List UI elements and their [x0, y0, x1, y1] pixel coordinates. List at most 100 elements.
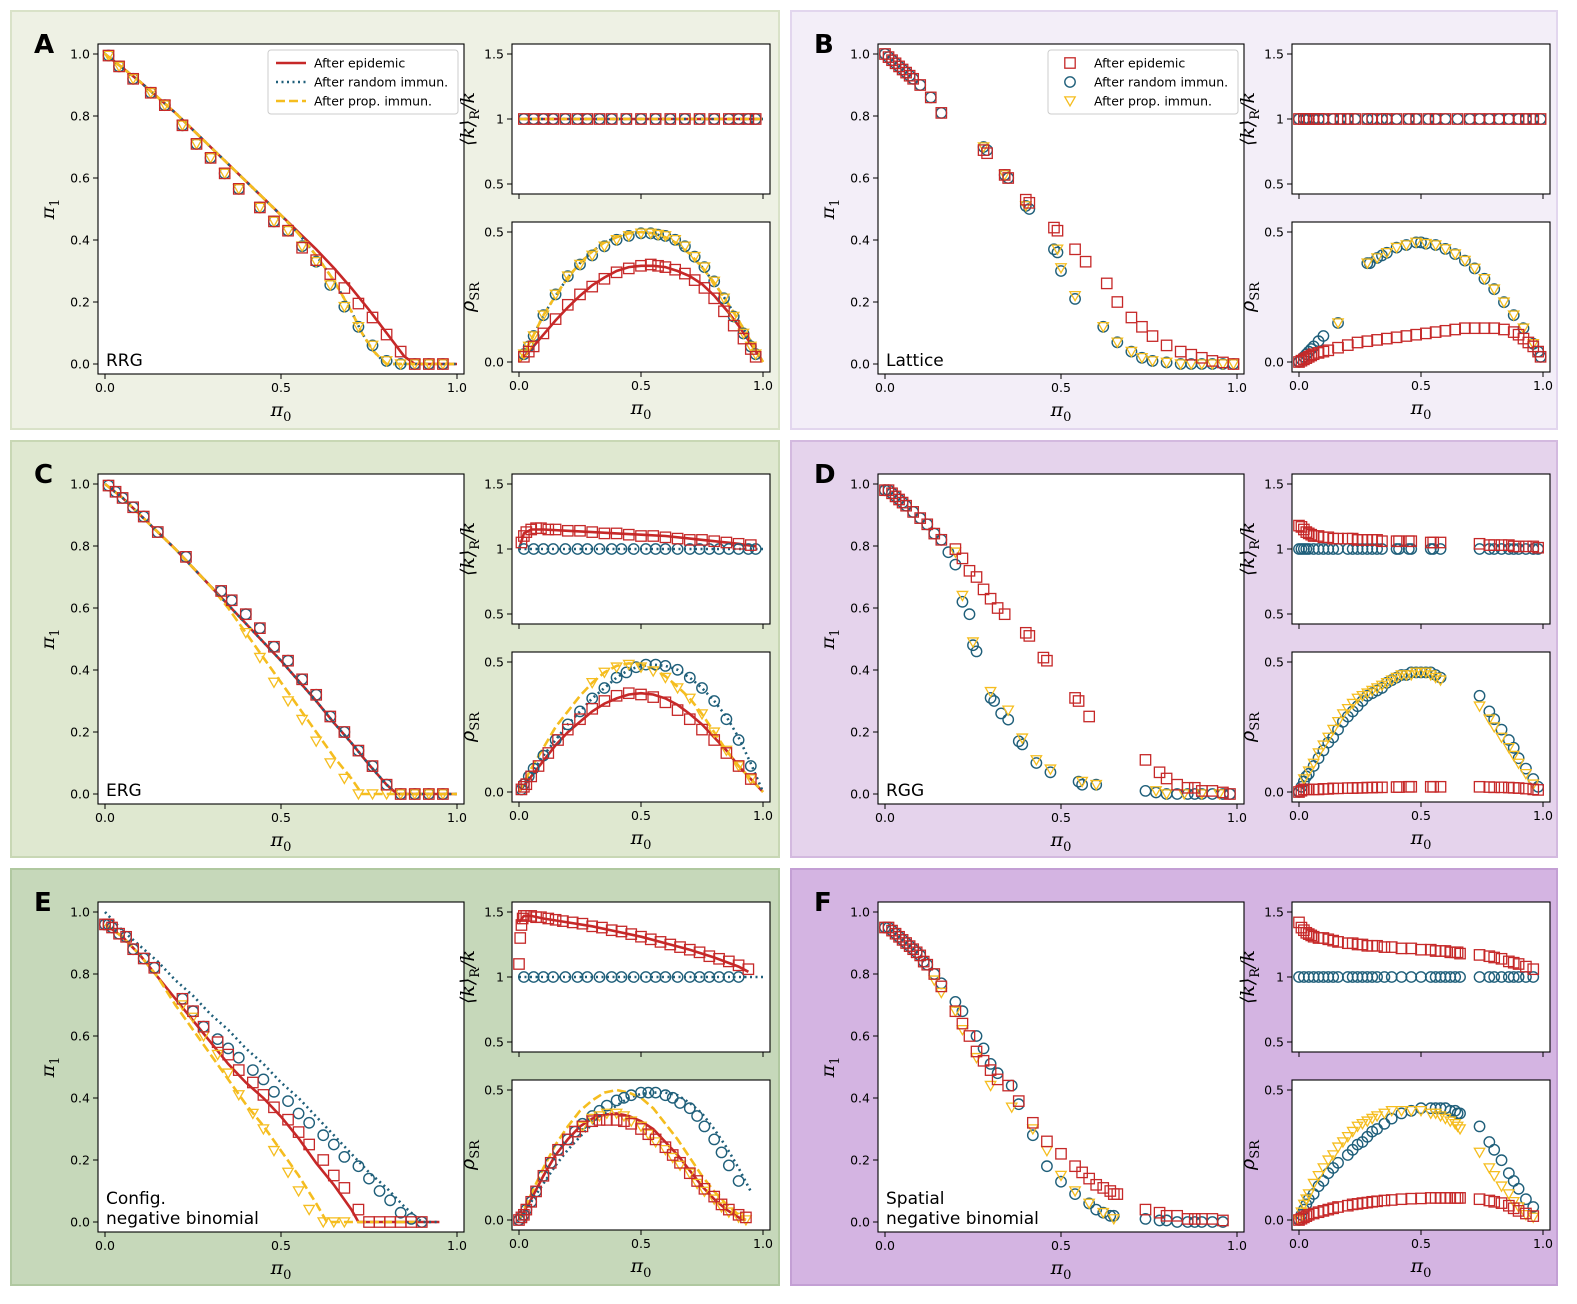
main-markers-after-prop-immun- [239, 627, 450, 801]
rho-point [1415, 236, 1427, 249]
k-point [732, 971, 745, 983]
rho-point [668, 234, 682, 247]
main-point [889, 57, 902, 70]
main-point [942, 546, 955, 559]
k-point [581, 543, 594, 555]
rho-ytick-label: 0.5 [484, 1083, 504, 1098]
rho-point [518, 780, 530, 793]
main-point [1069, 292, 1081, 305]
main-ytick-label: 0.8 [850, 539, 870, 554]
rho-point [740, 1211, 752, 1224]
rho-point [1385, 675, 1399, 687]
rho-point [707, 276, 721, 288]
k-markers-after-epidemic [513, 910, 755, 976]
main-point [1160, 339, 1173, 352]
rho-point [1527, 1210, 1540, 1222]
main-point [1188, 1213, 1201, 1225]
main-point [267, 677, 281, 689]
main-point [384, 1194, 397, 1207]
rho-ytick-label: 0.5 [1264, 1083, 1284, 1098]
main-point [218, 167, 231, 180]
main-point [267, 1145, 281, 1157]
main-point [1096, 321, 1110, 334]
rho-ytick-label: 0.5 [1264, 655, 1284, 670]
main-point [900, 66, 912, 79]
k-ytick-label: 1 [1276, 542, 1284, 557]
main-point [963, 564, 976, 577]
k-point [627, 543, 640, 555]
rho-point [1385, 1112, 1398, 1125]
rho-point [574, 713, 586, 726]
rho-point [1375, 680, 1389, 692]
k-markers-after-random-immun- [517, 543, 762, 555]
k-ylabel: ⟨k⟩R/k [457, 92, 483, 146]
main-ytick-label: 0.0 [70, 787, 90, 802]
rho-ytick-label: 0.0 [484, 1213, 504, 1228]
k-point [1327, 971, 1340, 983]
rho-point [1400, 240, 1413, 252]
main-point [408, 359, 422, 371]
main-point [281, 225, 295, 237]
rho-line-after-epidemic [518, 264, 765, 363]
rho-point [1341, 1131, 1355, 1144]
main-markers-after-epidemic [99, 918, 428, 1228]
main-point [1160, 789, 1173, 801]
main-point [1213, 789, 1226, 801]
main-point [984, 686, 997, 698]
main-point [221, 1068, 235, 1080]
main-point [1177, 789, 1191, 801]
rho-markers-after-prop-immun- [1331, 237, 1540, 351]
rho-xtick-label: 0.0 [1289, 1236, 1309, 1251]
main-point [239, 608, 252, 621]
k-point [1527, 113, 1540, 125]
main-xlabel: π0 [1050, 1257, 1072, 1283]
rho-ytick-label: 0.5 [484, 655, 504, 670]
main-point [363, 1172, 375, 1185]
main-markers-after-epidemic [102, 479, 449, 800]
rho-point [1331, 716, 1345, 729]
main-point [1217, 1214, 1229, 1227]
legend-box [267, 49, 459, 115]
rho-point [696, 723, 708, 736]
network-label: RRG [106, 351, 143, 371]
k-point [1534, 113, 1547, 125]
rho-point [1527, 1201, 1540, 1213]
k-point [1371, 971, 1383, 983]
main-point [292, 1107, 305, 1120]
rho-point [610, 1114, 623, 1126]
k-point [593, 113, 606, 125]
main-point [1096, 1207, 1110, 1219]
rho-point [622, 687, 635, 700]
main-point [144, 87, 158, 100]
rho-point [527, 331, 540, 343]
main-point [963, 608, 976, 621]
k-point [1378, 941, 1391, 953]
rho-point [1487, 722, 1501, 734]
main-point [338, 1217, 351, 1229]
main-point [984, 592, 997, 605]
k-point [1520, 113, 1532, 125]
rho-point [1512, 758, 1525, 770]
rho-point [573, 259, 587, 271]
k-point [1422, 113, 1435, 125]
rho-sr-plot: 0.0 0.5 1.0 0.0 0.5 π0 ρSR [457, 221, 773, 423]
rho-point [1488, 781, 1501, 794]
rho-point [708, 734, 721, 746]
rho-point [644, 258, 657, 271]
k-point [647, 530, 660, 542]
k-point [627, 971, 640, 983]
main-point [949, 1006, 962, 1018]
k-point [513, 958, 525, 970]
main-point [956, 552, 969, 565]
main-ytick-label: 1.0 [70, 47, 90, 62]
rho-point [635, 1086, 647, 1099]
rho-xtick-label: 0.5 [631, 1236, 651, 1251]
k-point [542, 523, 555, 536]
k-markers-after-epidemic [1293, 519, 1544, 554]
rho-point [647, 691, 660, 703]
main-point [102, 50, 115, 62]
main-point [310, 254, 323, 266]
main-point [934, 987, 948, 999]
rho-point [610, 689, 623, 702]
legend-label: After epidemic [1094, 56, 1185, 71]
